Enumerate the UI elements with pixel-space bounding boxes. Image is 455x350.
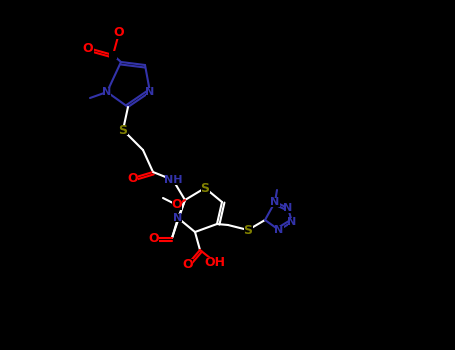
Text: N: N [146,87,155,97]
Text: O: O [83,42,93,55]
Bar [274,225,283,234]
Text: N: N [283,203,293,213]
Bar [118,126,127,134]
Bar [82,42,94,54]
Bar [146,88,154,96]
Bar [103,88,111,96]
Bar [174,214,182,222]
Bar [128,173,138,183]
Text: N: N [173,213,182,223]
Bar [283,203,293,212]
Bar [207,257,223,267]
Text: NH: NH [164,175,182,185]
Text: O: O [128,172,138,184]
Bar [109,51,117,59]
Text: O: O [114,27,124,40]
Bar [149,233,159,243]
Text: N: N [102,87,111,97]
Bar [113,27,125,39]
Text: O: O [183,258,193,271]
Text: S: S [243,224,253,237]
Bar [201,183,209,192]
Bar [166,175,180,185]
Text: S: S [201,182,209,195]
Bar [271,197,279,206]
Text: S: S [118,124,127,136]
Text: N: N [288,217,297,227]
Text: O: O [149,231,159,245]
Text: O: O [172,198,182,211]
Text: OH: OH [204,256,226,268]
Bar [243,225,253,234]
Text: N: N [270,197,280,207]
Bar [172,200,182,210]
Text: N: N [274,225,283,235]
Bar [183,259,193,269]
Bar [288,217,297,226]
